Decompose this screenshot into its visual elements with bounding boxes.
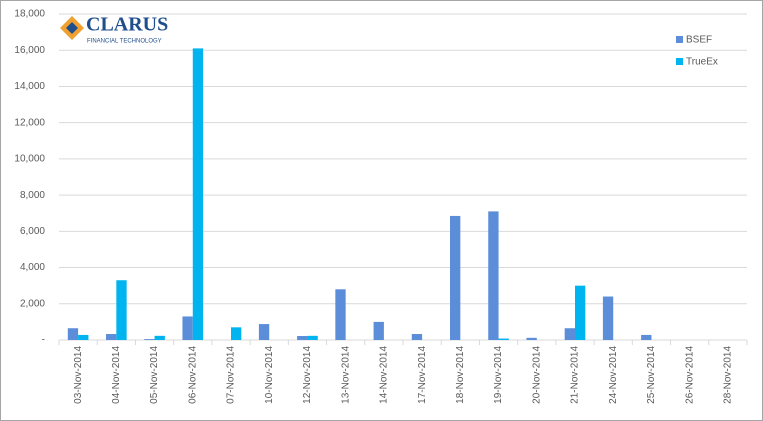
x-tick-label: 03-Nov-2014 [73,346,84,404]
x-tick-label: 21-Nov-2014 [570,346,581,404]
y-tick-label: 14,000 [14,81,45,92]
bar [106,334,117,340]
x-tick-label: 04-Nov-2014 [111,346,122,404]
bar [526,337,537,340]
x-tick-label: 14-Nov-2014 [379,346,390,404]
bar [297,336,308,340]
legend-label: TrueEx [686,57,718,68]
legend-label: BSEF [686,35,712,46]
x-tick-label: 06-Nov-2014 [187,346,198,404]
bar [307,335,318,340]
bar [564,328,575,340]
x-tick-label: 10-Nov-2014 [264,346,275,404]
y-tick-label: 12,000 [14,117,45,128]
bar [335,289,346,340]
bar [154,335,165,340]
bar [373,321,384,340]
logo-tagline: FINANCIAL TECHNOLOGY [87,39,162,45]
x-tick-label: 25-Nov-2014 [646,346,657,404]
x-tick-label: 18-Nov-2014 [455,346,466,404]
x-tick-label: 26-Nov-2014 [684,346,695,404]
y-tick-label: 8,000 [20,190,45,201]
legend-swatch [676,36,683,43]
bar [498,338,509,340]
y-tick-label: 2,000 [20,298,45,309]
x-tick-label: 07-Nov-2014 [226,346,237,404]
x-tick-label: 12-Nov-2014 [302,346,313,404]
y-tick-label: 16,000 [14,45,45,56]
bar [67,328,79,340]
x-tick-label: 24-Nov-2014 [608,346,619,404]
logo: CLARUS FINANCIAL TECHNOLOGY [60,14,168,45]
bar [641,334,652,340]
logo-icon-inner [66,22,78,34]
bar [192,48,204,341]
bar [182,316,193,340]
bar [411,334,423,340]
legend-swatch [676,58,683,65]
bar [231,327,242,340]
x-tick-label: 20-Nov-2014 [531,346,542,404]
x-tick-label: 05-Nov-2014 [149,346,160,404]
bar [602,296,614,340]
y-tick-label: 18,000 [14,9,45,20]
y-tick-label: - [42,335,45,346]
bar [78,334,89,340]
x-tick-label: 28-Nov-2014 [723,346,734,404]
bar [144,339,155,340]
bar [575,285,586,340]
bar [450,215,461,340]
y-tick-label: 10,000 [14,154,45,165]
x-tick-label: 19-Nov-2014 [493,346,504,404]
x-tick-label: 13-Nov-2014 [340,346,351,404]
bar [258,324,270,340]
y-tick-label: 4,000 [20,262,45,273]
logo-name: CLARUS [86,14,168,36]
bar [488,211,499,340]
bar [116,280,127,340]
x-tick-label: 17-Nov-2014 [417,346,428,404]
y-tick-label: 6,000 [20,226,45,237]
